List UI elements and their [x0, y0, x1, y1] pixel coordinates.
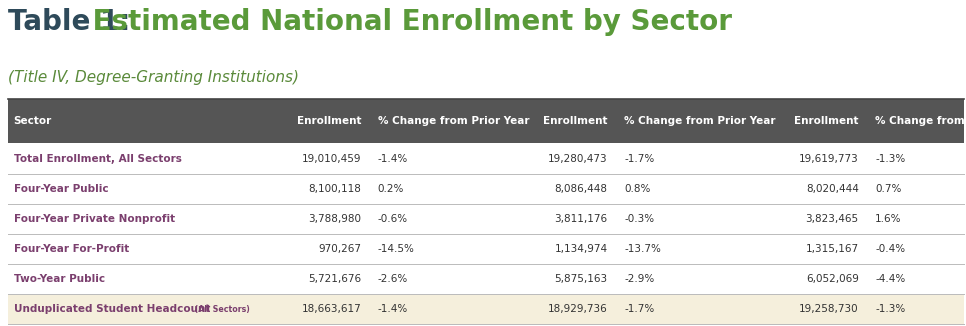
Text: Four-Year For-Profit: Four-Year For-Profit [14, 244, 128, 254]
Text: (All Sectors): (All Sectors) [192, 305, 250, 314]
Bar [8, 99, 964, 143]
Text: (Title IV, Degree-Granting Institutions): (Title IV, Degree-Granting Institutions) [8, 70, 298, 85]
Text: 0.8%: 0.8% [624, 184, 650, 194]
Text: -1.3%: -1.3% [875, 154, 905, 164]
Text: 18,663,617: 18,663,617 [301, 304, 361, 314]
Text: 970,267: 970,267 [318, 244, 361, 254]
Text: Two-Year Public: Two-Year Public [14, 274, 104, 284]
Text: 8,086,448: 8,086,448 [554, 184, 608, 194]
Text: 0.7%: 0.7% [875, 184, 901, 194]
Text: -0.4%: -0.4% [875, 244, 905, 254]
Text: -2.6%: -2.6% [378, 274, 408, 284]
Text: 3,811,176: 3,811,176 [554, 214, 608, 224]
Text: Estimated National Enrollment by Sector: Estimated National Enrollment by Sector [83, 8, 732, 36]
Bar [8, 294, 964, 324]
Text: Table 1:: Table 1: [8, 8, 130, 36]
Text: 5,875,163: 5,875,163 [554, 274, 608, 284]
Text: Total Enrollment, All Sectors: Total Enrollment, All Sectors [14, 154, 182, 164]
Text: 3,788,980: 3,788,980 [308, 214, 361, 224]
Text: 18,929,736: 18,929,736 [548, 304, 608, 314]
Text: -14.5%: -14.5% [378, 244, 414, 254]
Text: 19,280,473: 19,280,473 [548, 154, 608, 164]
Text: -13.7%: -13.7% [624, 244, 661, 254]
Text: -1.7%: -1.7% [624, 304, 654, 314]
Text: 5,721,676: 5,721,676 [308, 274, 361, 284]
Text: % Change from Prior Year: % Change from Prior Year [624, 116, 776, 126]
Text: Sector: Sector [14, 116, 52, 126]
Text: 8,100,118: 8,100,118 [308, 184, 361, 194]
Text: -4.4%: -4.4% [875, 274, 905, 284]
Text: -1.7%: -1.7% [624, 154, 654, 164]
Text: -2.9%: -2.9% [624, 274, 654, 284]
Text: -1.3%: -1.3% [875, 304, 905, 314]
Text: Enrollment: Enrollment [794, 116, 859, 126]
Text: 3,823,465: 3,823,465 [806, 214, 859, 224]
Text: -1.4%: -1.4% [378, 154, 408, 164]
Text: 19,258,730: 19,258,730 [799, 304, 859, 314]
Text: Enrollment: Enrollment [543, 116, 608, 126]
Text: Unduplicated Student Headcount: Unduplicated Student Headcount [14, 304, 210, 314]
Text: -1.4%: -1.4% [378, 304, 408, 314]
Text: % Change from Prior Year: % Change from Prior Year [875, 116, 966, 126]
Text: 19,619,773: 19,619,773 [799, 154, 859, 164]
Text: % Change from Prior Year: % Change from Prior Year [378, 116, 529, 126]
Text: 19,010,459: 19,010,459 [301, 154, 361, 164]
Text: Enrollment: Enrollment [297, 116, 361, 126]
Text: -0.6%: -0.6% [378, 214, 408, 224]
Text: 1,134,974: 1,134,974 [554, 244, 608, 254]
Text: 1,315,167: 1,315,167 [806, 244, 859, 254]
Text: -0.3%: -0.3% [624, 214, 654, 224]
Text: Four-Year Private Nonprofit: Four-Year Private Nonprofit [14, 214, 175, 224]
Text: 1.6%: 1.6% [875, 214, 901, 224]
Text: 8,020,444: 8,020,444 [806, 184, 859, 194]
Text: 6,052,069: 6,052,069 [806, 274, 859, 284]
Text: 0.2%: 0.2% [378, 184, 404, 194]
Text: Four-Year Public: Four-Year Public [14, 184, 108, 194]
